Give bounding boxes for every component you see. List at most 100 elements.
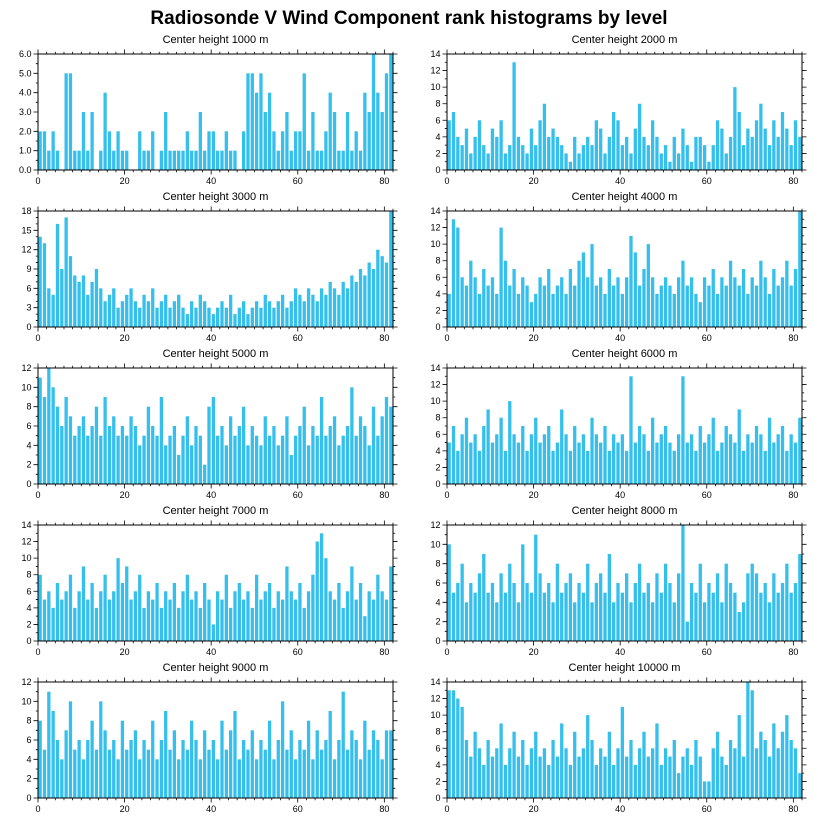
svg-text:80: 80 [379,490,389,500]
histogram-plot-1000m: 0 20 40 60 80 0.0 1.0 2.0 3.0 4.0 5.0 6.0 [18,49,397,186]
svg-text:1.0: 1.0 [18,146,31,156]
svg-text:80: 80 [788,176,798,186]
svg-text:8: 8 [26,402,31,412]
histogram-plot-7000m: 0 20 40 60 80 0 2 4 6 8 10 12 14 [21,520,397,657]
svg-text:4: 4 [435,289,440,299]
panel-title: Center height 4000 m [571,191,678,203]
svg-text:0: 0 [435,793,440,803]
panel-10000m: Center height 10000 m 0 20 40 60 80 0 2 4 6 8 10 12… [409,662,818,817]
svg-text:0: 0 [444,176,449,186]
histogram-plot-8000m: 0 20 40 60 80 0 2 4 6 8 10 12 [430,520,806,657]
svg-text:10: 10 [430,539,440,549]
svg-text:8: 8 [435,99,440,109]
svg-text:60: 60 [701,490,711,500]
svg-text:4: 4 [435,597,440,607]
svg-text:4.0: 4.0 [18,88,31,98]
svg-text:12: 12 [21,537,31,547]
histogram-plot-2000m: 0 20 40 60 80 0 2 4 6 8 10 12 14 [430,49,806,186]
svg-text:0: 0 [444,490,449,500]
histogram-plot-9000m: 0 20 40 60 80 0 2 4 6 8 10 12 [21,677,397,814]
svg-text:20: 20 [119,647,129,657]
svg-text:5.0: 5.0 [18,68,31,78]
svg-text:10: 10 [430,396,440,406]
svg-text:0: 0 [444,647,449,657]
svg-text:6.0: 6.0 [18,49,31,59]
svg-text:2: 2 [435,305,440,315]
svg-text:8: 8 [26,716,31,726]
svg-text:6: 6 [435,429,440,439]
svg-text:60: 60 [292,804,302,814]
panel-4000m: Center height 4000 m 0 20 40 60 80 0 2 4 6 8 10 12 1… [409,191,818,346]
page-title: Radiosonde V Wind Component rank histogr… [150,8,668,29]
svg-text:2: 2 [435,148,440,158]
svg-text:80: 80 [379,647,389,657]
svg-text:20: 20 [119,176,129,186]
svg-text:80: 80 [788,333,798,343]
svg-text:80: 80 [788,490,798,500]
svg-text:8: 8 [26,570,31,580]
svg-text:9: 9 [26,264,31,274]
svg-text:12: 12 [430,223,440,233]
svg-text:18: 18 [21,206,31,216]
panel-title: Center height 7000 m [162,505,269,517]
svg-text:2.0: 2.0 [18,126,31,136]
svg-text:20: 20 [528,333,538,343]
svg-text:40: 40 [615,333,625,343]
panel-9000m: Center height 9000 m 0 20 40 60 80 0 2 4 6 8 10 12 [0,662,409,817]
panel-5000m: Center height 5000 m 0 20 40 60 80 0 2 4 6 8 10 12 [0,348,409,503]
svg-text:6: 6 [26,586,31,596]
svg-text:4: 4 [435,132,440,142]
svg-text:14: 14 [430,206,440,216]
svg-text:6: 6 [435,743,440,753]
svg-text:0: 0 [35,804,40,814]
panel-title: Center height 9000 m [162,662,269,674]
svg-text:0: 0 [35,490,40,500]
histogram-plot-3000m: 0 20 40 60 80 0 3 6 9 12 15 18 [21,206,397,343]
svg-text:60: 60 [701,647,711,657]
svg-text:60: 60 [292,333,302,343]
svg-text:60: 60 [292,647,302,657]
svg-text:14: 14 [21,520,31,530]
panel-title: Center height 3000 m [162,191,269,203]
histogram-plot-6000m: 0 20 40 60 80 0 2 4 6 8 10 12 14 [430,363,806,500]
svg-text:6: 6 [435,578,440,588]
svg-text:14: 14 [430,363,440,373]
svg-text:20: 20 [528,647,538,657]
svg-text:60: 60 [701,176,711,186]
svg-text:4: 4 [26,754,31,764]
panel-1000m: Center height 1000 m 0 20 40 60 80 0.0 1.0 2.0 3… [0,34,409,189]
svg-text:2: 2 [26,460,31,470]
panel-6000m: Center height 6000 m 0 20 40 60 80 0 2 4 6 8 10 12 1… [409,348,818,503]
panel-title: Center height 1000 m [162,34,269,46]
svg-text:10: 10 [21,553,31,563]
panel-3000m: Center height 3000 m 0 20 40 60 80 0 3 6 9 12 15 18 [0,191,409,346]
panel-title: Center height 2000 m [571,34,678,46]
svg-text:80: 80 [379,804,389,814]
svg-text:8: 8 [435,256,440,266]
svg-text:2: 2 [435,617,440,627]
panel-title: Center height 5000 m [162,348,269,360]
svg-text:0: 0 [444,333,449,343]
svg-text:4: 4 [435,446,440,456]
svg-text:3: 3 [26,303,31,313]
svg-text:40: 40 [206,333,216,343]
svg-text:40: 40 [615,490,625,500]
svg-text:80: 80 [788,647,798,657]
svg-text:0: 0 [26,479,31,489]
svg-text:0: 0 [35,333,40,343]
svg-text:6: 6 [435,115,440,125]
svg-text:0: 0 [435,165,440,175]
panel-7000m: Center height 7000 m 0 20 40 60 80 0 2 4 6 8 10 12 1… [0,505,409,660]
svg-text:12: 12 [430,380,440,390]
svg-text:6: 6 [26,735,31,745]
svg-text:12: 12 [21,677,31,687]
panel-2000m: Center height 2000 m 0 20 40 60 80 0 2 4 6 8 10 12 1… [409,34,818,189]
panel-title: Center height 8000 m [571,505,678,517]
panel-title: Center height 10000 m [568,662,681,674]
svg-text:0: 0 [26,636,31,646]
svg-text:60: 60 [292,176,302,186]
svg-text:4: 4 [26,603,31,613]
svg-text:4: 4 [435,760,440,770]
svg-text:0: 0 [26,322,31,332]
svg-text:2: 2 [435,462,440,472]
